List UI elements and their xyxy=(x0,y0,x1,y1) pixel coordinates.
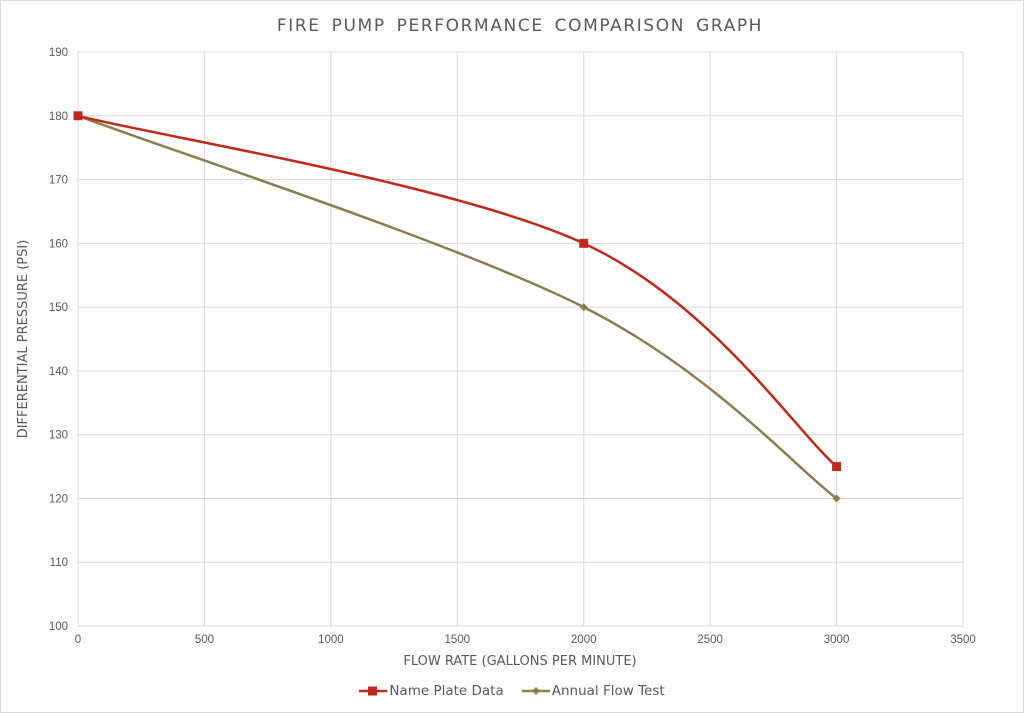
x-axis-ticks: 0 500 1000 1500 2000 2500 3000 3500 xyxy=(75,634,976,646)
y-tick-label: 140 xyxy=(49,366,68,378)
gridlines xyxy=(77,51,964,627)
x-tick-label: 3000 xyxy=(824,634,850,646)
x-tick-label: 500 xyxy=(195,634,214,646)
square-marker-icon xyxy=(359,686,388,696)
x-tick-label: 2500 xyxy=(697,634,723,646)
y-tick-label: 190 xyxy=(49,47,68,59)
y-tick-label: 100 xyxy=(49,621,68,633)
square-marker-icon xyxy=(832,462,842,472)
diamond-marker-icon xyxy=(521,687,550,695)
y-tick-label: 130 xyxy=(49,430,68,442)
square-marker-icon xyxy=(73,111,83,121)
series-name-plate-data xyxy=(73,111,842,472)
y-tick-label: 180 xyxy=(49,111,68,123)
y-tick-label: 150 xyxy=(49,302,68,314)
square-marker-icon xyxy=(579,238,589,248)
y-tick-label: 170 xyxy=(49,175,68,187)
y-axis-label: DIFFERENTIAL PRESSURE (PSI) xyxy=(16,240,31,439)
x-tick-label: 1500 xyxy=(444,634,470,646)
data-series xyxy=(73,111,842,503)
legend-item-annual-flow: Annual Flow Test xyxy=(521,683,665,699)
x-tick-label: 3500 xyxy=(950,634,976,646)
legend-item-name-plate: Name Plate Data xyxy=(359,683,504,699)
diamond-marker-icon xyxy=(832,494,841,503)
legend-label: Name Plate Data xyxy=(389,683,504,699)
x-tick-label: 1000 xyxy=(318,634,344,646)
y-axis-ticks: 100 110 120 130 140 150 160 170 180 190 xyxy=(49,47,68,633)
x-axis-label: FLOW RATE (GALLONS PER MINUTE) xyxy=(403,654,636,669)
legend-label: Annual Flow Test xyxy=(551,683,665,699)
chart-legend: Name Plate Data Annual Flow Test xyxy=(0,683,1024,699)
y-tick-label: 110 xyxy=(50,557,68,569)
chart-title: FIRE PUMP PERFORMANCE COMPARISON GRAPH xyxy=(276,16,764,36)
x-tick-label: 0 xyxy=(75,634,81,646)
x-tick-label: 2000 xyxy=(571,634,597,646)
y-tick-label: 120 xyxy=(49,493,68,505)
y-tick-label: 160 xyxy=(49,238,68,250)
diamond-marker-icon xyxy=(579,303,588,312)
